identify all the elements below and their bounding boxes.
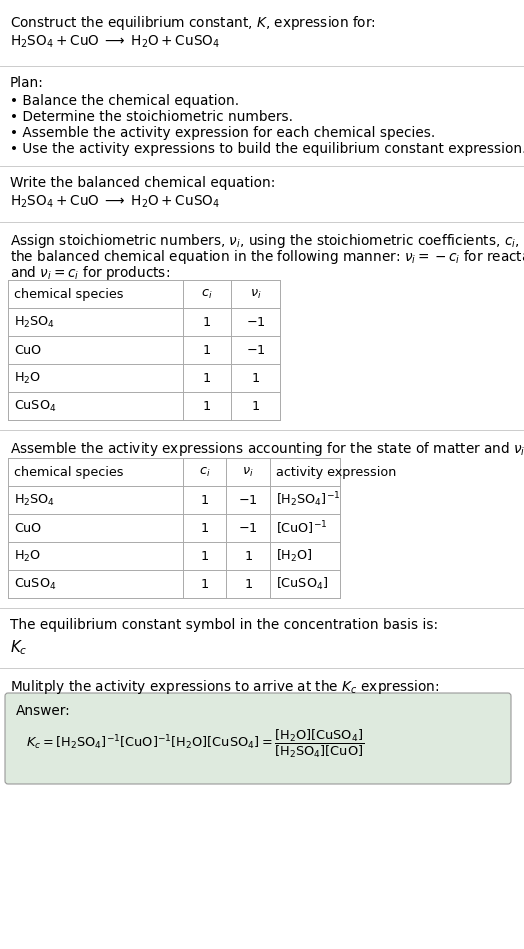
Text: 1: 1 [201,522,209,534]
Text: $-1$: $-1$ [238,522,258,534]
Text: $\mathrm{H_2SO_4}$: $\mathrm{H_2SO_4}$ [14,493,55,508]
Text: 1: 1 [203,371,211,384]
Text: 1: 1 [201,549,209,563]
Text: chemical species: chemical species [14,288,124,301]
Text: $\mathrm{CuSO_4}$: $\mathrm{CuSO_4}$ [14,576,57,591]
Text: Mulitply the activity expressions to arrive at the $K_c$ expression:: Mulitply the activity expressions to arr… [10,678,440,696]
Text: $[\mathrm{CuO}]^{-1}$: $[\mathrm{CuO}]^{-1}$ [276,519,328,537]
Text: activity expression: activity expression [276,466,396,478]
Text: $\mathrm{H_2SO_4}$: $\mathrm{H_2SO_4}$ [14,314,55,329]
FancyBboxPatch shape [5,693,511,784]
Text: • Balance the chemical equation.: • Balance the chemical equation. [10,94,239,108]
Text: Assemble the activity expressions accounting for the state of matter and $\nu_i$: Assemble the activity expressions accoun… [10,440,524,458]
Text: $\mathrm{H_2O}$: $\mathrm{H_2O}$ [14,549,41,564]
Text: $\mathrm{H_2O}$: $\mathrm{H_2O}$ [14,370,41,385]
Text: $-1$: $-1$ [246,315,265,328]
Text: Plan:: Plan: [10,76,44,90]
Text: $1$: $1$ [251,400,260,413]
Text: $\nu_i$: $\nu_i$ [242,465,254,478]
Text: $K_c$: $K_c$ [10,638,27,657]
Text: and $\nu_i = c_i$ for products:: and $\nu_i = c_i$ for products: [10,264,170,282]
Text: $\mathrm{CuO}$: $\mathrm{CuO}$ [14,344,42,357]
Text: $[\mathrm{CuSO_4}]$: $[\mathrm{CuSO_4}]$ [276,576,328,592]
Text: the balanced chemical equation in the following manner: $\nu_i = -c_i$ for react: the balanced chemical equation in the fo… [10,248,524,266]
Text: $1$: $1$ [244,549,253,563]
Text: $-1$: $-1$ [238,493,258,507]
Text: 1: 1 [203,344,211,357]
Text: $\mathrm{H_2SO_4 + CuO \;\longrightarrow\; H_2O + CuSO_4}$: $\mathrm{H_2SO_4 + CuO \;\longrightarrow… [10,34,220,50]
Text: Assign stoichiometric numbers, $\nu_i$, using the stoichiometric coefficients, $: Assign stoichiometric numbers, $\nu_i$, … [10,232,524,250]
Text: Answer:: Answer: [16,704,71,718]
Text: $-1$: $-1$ [246,344,265,357]
Text: 1: 1 [201,493,209,507]
Text: • Assemble the activity expression for each chemical species.: • Assemble the activity expression for e… [10,126,435,140]
Text: $\mathrm{CuO}$: $\mathrm{CuO}$ [14,522,42,534]
Text: $[\mathrm{H_2O}]$: $[\mathrm{H_2O}]$ [276,548,313,564]
Text: $K_c = [\mathrm{H_2SO_4}]^{-1}[\mathrm{CuO}]^{-1}[\mathrm{H_2O}][\mathrm{CuSO_4}: $K_c = [\mathrm{H_2SO_4}]^{-1}[\mathrm{C… [26,728,364,760]
Text: The equilibrium constant symbol in the concentration basis is:: The equilibrium constant symbol in the c… [10,618,438,632]
Text: $\nu_i$: $\nu_i$ [250,288,261,301]
Text: • Use the activity expressions to build the equilibrium constant expression.: • Use the activity expressions to build … [10,142,524,156]
Text: $c_i$: $c_i$ [199,465,210,478]
Text: $1$: $1$ [244,578,253,590]
Text: Write the balanced chemical equation:: Write the balanced chemical equation: [10,176,276,190]
Text: Construct the equilibrium constant, $K$, expression for:: Construct the equilibrium constant, $K$,… [10,14,376,32]
Text: • Determine the stoichiometric numbers.: • Determine the stoichiometric numbers. [10,110,293,124]
Text: $c_i$: $c_i$ [201,288,213,301]
Text: 1: 1 [201,578,209,590]
Text: $\mathrm{CuSO_4}$: $\mathrm{CuSO_4}$ [14,399,57,414]
Text: 1: 1 [203,315,211,328]
Text: $1$: $1$ [251,371,260,384]
Text: $\mathrm{H_2SO_4 + CuO \;\longrightarrow\; H_2O + CuSO_4}$: $\mathrm{H_2SO_4 + CuO \;\longrightarrow… [10,194,220,211]
Text: $[\mathrm{H_2SO_4}]^{-1}$: $[\mathrm{H_2SO_4}]^{-1}$ [276,491,341,510]
Text: 1: 1 [203,400,211,413]
Text: chemical species: chemical species [14,466,124,478]
